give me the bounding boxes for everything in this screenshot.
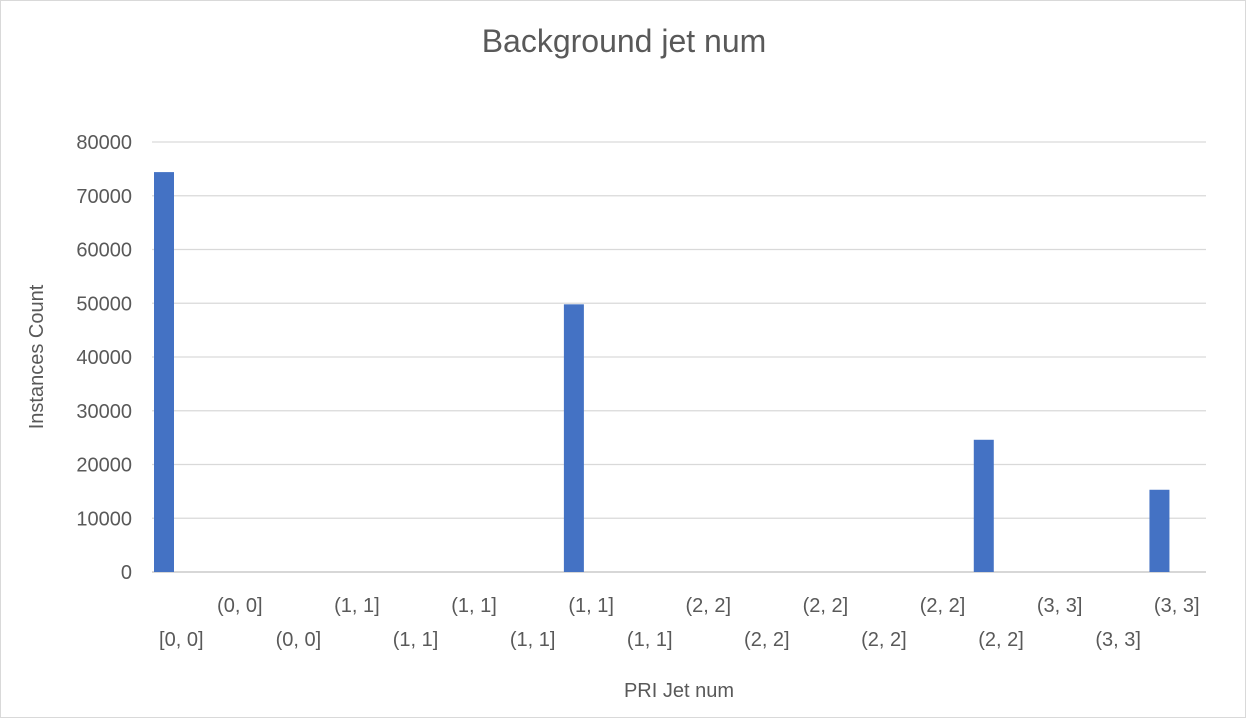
x-tick-label: (1, 1] (510, 629, 556, 651)
x-tick-label: (2, 2] (744, 629, 790, 651)
x-tick-label: (2, 2] (803, 595, 849, 617)
x-tick-label: (2, 2] (920, 595, 966, 617)
bar (973, 439, 994, 572)
x-axis-title: PRI Jet num (624, 680, 734, 702)
bar (154, 172, 174, 572)
x-tick-label: (3, 3] (1095, 629, 1141, 651)
x-tick-label: (1, 1] (393, 629, 439, 651)
x-tick-label: [0, 0] (159, 629, 203, 651)
x-tick-label: (0, 0] (276, 629, 322, 651)
x-tick-label: (3, 3] (1154, 595, 1200, 617)
chart-title: Background jet num (482, 23, 767, 59)
y-tick-label: 50000 (76, 293, 132, 315)
x-tick-labels: [0, 0] (0, 0] (0, 0] (1, 1] (1, 1] (1, 1] (1, … (159, 595, 1199, 651)
x-tick-label: (2, 2] (685, 595, 731, 617)
y-axis-title: Instances Count (26, 284, 48, 429)
y-tick-label: 60000 (76, 240, 132, 262)
x-tick-label: (1, 1] (568, 595, 614, 617)
x-tick-label: (1, 1] (627, 629, 673, 651)
y-tick-label: 10000 (76, 508, 132, 530)
y-tick-label: 30000 (76, 401, 132, 423)
y-tick-labels: 0 10000 20000 30000 40000 50000 60000 70000 8000… (76, 132, 132, 584)
bar (563, 304, 584, 572)
y-tick-label: 80000 (76, 132, 132, 154)
bar (1149, 489, 1170, 572)
y-tick-label: 0 (121, 562, 132, 584)
y-tick-label: 40000 (76, 347, 132, 369)
gridlines (152, 141, 1206, 573)
x-tick-label: (2, 2] (861, 629, 907, 651)
x-tick-label: (1, 1] (334, 595, 380, 617)
y-tick-label: 70000 (76, 186, 132, 208)
x-tick-label: (3, 3] (1037, 595, 1083, 617)
y-tick-label: 20000 (76, 455, 132, 477)
x-tick-label: (1, 1] (451, 595, 497, 617)
bars (154, 172, 1170, 572)
x-tick-label: (0, 0] (217, 595, 263, 617)
x-tick-label: (2, 2] (978, 629, 1024, 651)
